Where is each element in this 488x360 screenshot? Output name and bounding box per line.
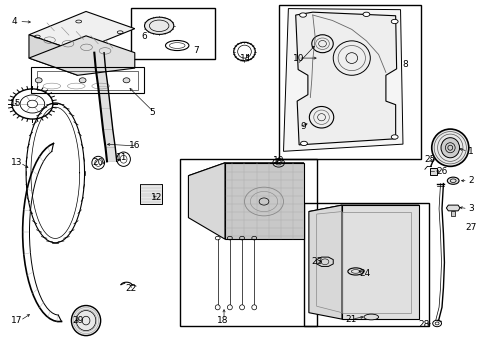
Ellipse shape xyxy=(363,314,378,320)
Ellipse shape xyxy=(71,306,101,336)
Text: 9: 9 xyxy=(300,122,305,131)
Ellipse shape xyxy=(300,141,307,145)
Polygon shape xyxy=(308,205,341,319)
Ellipse shape xyxy=(431,129,468,166)
Polygon shape xyxy=(96,69,108,87)
Text: 19: 19 xyxy=(272,156,284,165)
Text: 22: 22 xyxy=(125,284,137,293)
Text: 1: 1 xyxy=(468,147,473,156)
Ellipse shape xyxy=(251,305,256,310)
Polygon shape xyxy=(98,87,110,108)
Bar xyxy=(180,159,316,326)
Text: 2: 2 xyxy=(468,176,473,185)
Bar xyxy=(278,5,420,159)
Bar xyxy=(450,211,454,216)
Polygon shape xyxy=(29,36,135,75)
Ellipse shape xyxy=(227,305,232,310)
Text: 16: 16 xyxy=(129,141,140,150)
Ellipse shape xyxy=(79,78,86,83)
Polygon shape xyxy=(188,163,304,176)
Ellipse shape xyxy=(35,78,42,83)
Polygon shape xyxy=(316,257,332,266)
Ellipse shape xyxy=(447,177,458,184)
Text: 15: 15 xyxy=(10,99,21,108)
Text: 8: 8 xyxy=(402,60,407,69)
Ellipse shape xyxy=(299,13,306,17)
Text: 4: 4 xyxy=(12,17,17,26)
Bar xyxy=(31,67,144,93)
Text: 11: 11 xyxy=(116,153,127,162)
Ellipse shape xyxy=(215,305,220,310)
Polygon shape xyxy=(224,163,304,239)
Polygon shape xyxy=(295,12,396,145)
Bar xyxy=(304,203,428,326)
Polygon shape xyxy=(446,205,459,211)
Text: 18: 18 xyxy=(216,316,228,325)
Polygon shape xyxy=(94,53,105,69)
Polygon shape xyxy=(308,205,418,214)
Text: 24: 24 xyxy=(359,269,370,278)
Text: 27: 27 xyxy=(465,223,476,232)
Text: 7: 7 xyxy=(192,46,198,55)
Text: 23: 23 xyxy=(310,257,322,266)
Ellipse shape xyxy=(123,78,130,83)
Polygon shape xyxy=(29,12,135,51)
Polygon shape xyxy=(103,130,115,148)
Ellipse shape xyxy=(432,320,441,327)
Text: 5: 5 xyxy=(149,108,154,117)
Bar xyxy=(131,8,215,59)
Text: 14: 14 xyxy=(239,54,251,63)
Bar xyxy=(140,184,161,204)
Ellipse shape xyxy=(144,17,173,35)
Text: 13: 13 xyxy=(11,158,22,167)
Text: 20: 20 xyxy=(92,158,103,167)
Text: 3: 3 xyxy=(468,204,473,213)
Bar xyxy=(37,71,138,90)
Ellipse shape xyxy=(362,12,369,17)
Polygon shape xyxy=(105,148,117,161)
Text: 10: 10 xyxy=(293,54,304,63)
Text: 25: 25 xyxy=(423,155,435,164)
Polygon shape xyxy=(188,163,224,239)
Text: 21: 21 xyxy=(345,315,356,324)
Polygon shape xyxy=(29,35,78,75)
Text: 26: 26 xyxy=(435,167,447,176)
Ellipse shape xyxy=(440,138,459,158)
Text: 12: 12 xyxy=(151,193,162,202)
Polygon shape xyxy=(283,9,402,151)
Polygon shape xyxy=(341,205,418,319)
Ellipse shape xyxy=(239,305,244,310)
Text: 29: 29 xyxy=(72,316,83,325)
Ellipse shape xyxy=(390,19,397,24)
Text: 17: 17 xyxy=(11,316,22,325)
Ellipse shape xyxy=(390,135,397,139)
Bar xyxy=(429,168,436,175)
Text: 6: 6 xyxy=(142,32,147,41)
Text: 28: 28 xyxy=(417,320,429,329)
Polygon shape xyxy=(101,108,113,130)
